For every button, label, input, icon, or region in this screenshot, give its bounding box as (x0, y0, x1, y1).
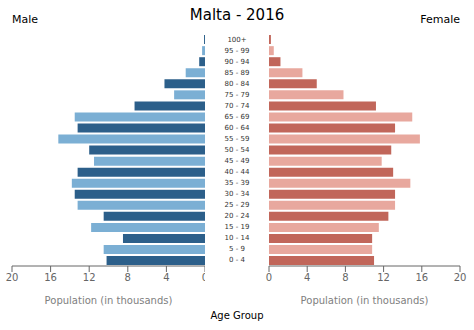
svg-text:Population (in thousands): Population (in thousands) (301, 295, 429, 306)
html-text:Male: Male (12, 13, 39, 26)
svg-text:5 - 9: 5 - 9 (229, 245, 245, 253)
svg-text:60 - 64: 60 - 64 (225, 124, 250, 132)
svg-text:4: 4 (163, 272, 169, 283)
svg-text:16: 16 (44, 272, 57, 283)
svg-text:12: 12 (377, 272, 390, 283)
svg-text:95 - 99: 95 - 99 (225, 47, 250, 55)
svg-text:12: 12 (83, 272, 96, 283)
svg-text:50 - 54: 50 - 54 (225, 146, 250, 154)
svg-text:16: 16 (415, 272, 428, 283)
svg-text:75 - 79: 75 - 79 (225, 91, 250, 99)
svg-text:85 - 89: 85 - 89 (225, 69, 250, 77)
html-text:Age Group: Age Group (210, 310, 264, 321)
svg-text:0: 0 (266, 272, 272, 283)
svg-text:0 - 4: 0 - 4 (229, 256, 245, 264)
svg-text:25 - 29: 25 - 29 (225, 201, 250, 209)
svg-text:35 - 39: 35 - 39 (225, 179, 250, 187)
svg-text:100+: 100+ (227, 36, 246, 44)
svg-text:4: 4 (304, 272, 310, 283)
svg-text:10 - 14: 10 - 14 (225, 234, 250, 242)
svg-text:90 - 94: 90 - 94 (225, 58, 250, 66)
svg-text:8: 8 (342, 272, 348, 283)
svg-text:70 - 74: 70 - 74 (225, 102, 250, 110)
html-text:Malta - 2016: Malta - 2016 (189, 6, 285, 24)
svg-text:8: 8 (125, 272, 131, 283)
svg-text:55 - 59: 55 - 59 (225, 135, 250, 143)
svg-text:0: 0 (202, 272, 205, 283)
svg-text:40 - 44: 40 - 44 (225, 168, 250, 176)
svg-text:45 - 49: 45 - 49 (225, 157, 250, 165)
html-text:Female: Female (420, 13, 460, 26)
svg-text:Population (in thousands): Population (in thousands) (45, 295, 173, 306)
svg-text:15 - 19: 15 - 19 (225, 223, 250, 231)
svg-text:20: 20 (454, 272, 466, 283)
svg-text:20 - 24: 20 - 24 (225, 212, 250, 220)
svg-text:65 - 69: 65 - 69 (225, 113, 250, 121)
svg-text:20: 20 (8, 272, 18, 283)
svg-text:30 - 34: 30 - 34 (225, 190, 250, 198)
svg-text:80 - 84: 80 - 84 (225, 80, 250, 88)
